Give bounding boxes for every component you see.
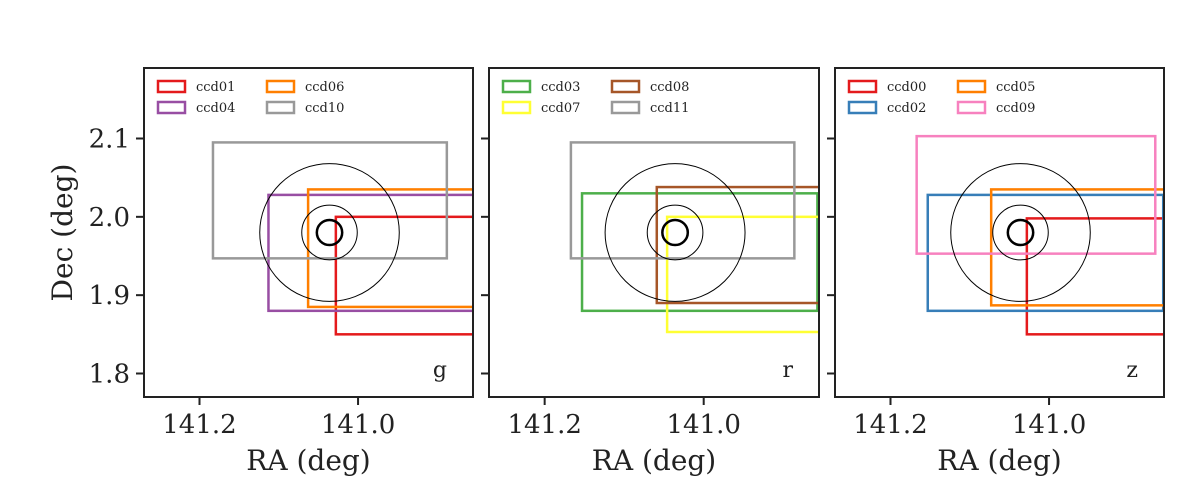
legend-swatch-ccd00 xyxy=(847,79,878,94)
x-tick-label: 141.0 xyxy=(321,410,395,440)
x-tick-label: 141.2 xyxy=(507,410,581,440)
ccd-footprint-ccd06 xyxy=(306,188,473,309)
legend-label-ccd10: ccd10 xyxy=(305,101,344,116)
legend-label-ccd09: ccd09 xyxy=(996,101,1035,116)
aperture-circle-1 xyxy=(315,218,344,247)
legend-swatch-ccd07 xyxy=(501,100,532,115)
x-axis-label: RA (deg) xyxy=(246,444,370,477)
legend-swatch-ccd08 xyxy=(610,79,641,94)
aperture-circle-2 xyxy=(301,204,358,261)
panel-g: 141.2 141.0 1.8 1.9 2.0 2.1 RA (deg) Dec (deg) g… xyxy=(46,67,474,477)
band-label: z xyxy=(1126,358,1138,383)
legend-swatch-ccd04 xyxy=(156,100,187,115)
aperture-circle-2 xyxy=(646,204,704,261)
ccd-footprint-ccd03 xyxy=(580,192,819,313)
ccd-footprint-ccd01 xyxy=(334,215,473,336)
legend-label-ccd03: ccd03 xyxy=(541,80,580,95)
legend-label-ccd00: ccd00 xyxy=(887,80,926,95)
panel-r: 141.2 141.0 RA (deg) r ccd03 ccd07 ccd08 ccd11 xyxy=(481,67,820,477)
axes-frame xyxy=(834,67,1165,398)
aperture-circle-3 xyxy=(259,163,400,302)
legend-swatch-ccd01 xyxy=(156,79,187,94)
band-label: r xyxy=(782,358,793,383)
x-tick-label: 141.2 xyxy=(162,410,236,440)
aperture-circle-3 xyxy=(604,163,746,302)
legend-label-ccd07: ccd07 xyxy=(541,101,580,116)
legend: ccd03 ccd07 ccd08 ccd11 xyxy=(501,79,689,116)
aperture-circle-3 xyxy=(950,163,1091,302)
legend-label-ccd11: ccd11 xyxy=(650,101,689,116)
ccd-footprint-ccd10 xyxy=(211,141,449,260)
x-tick-label: 141.0 xyxy=(666,410,740,440)
panel-z: 141.2 141.0 RA (deg) z ccd00 ccd02 ccd05 ccd09 xyxy=(827,67,1165,477)
x-axis-label: RA (deg) xyxy=(592,444,716,477)
legend: ccd01 ccd04 ccd06 ccd10 xyxy=(156,79,344,116)
axes-frame xyxy=(143,67,474,398)
axes-frame xyxy=(488,67,820,398)
aperture-circle-1 xyxy=(661,218,690,247)
ccd-footprint-ccd07 xyxy=(665,215,819,334)
legend-label-ccd05: ccd05 xyxy=(996,80,1035,95)
legend-swatch-ccd11 xyxy=(610,100,641,115)
legend: ccd00 ccd02 ccd05 ccd09 xyxy=(847,79,1035,116)
ccd-footprint-ccd05 xyxy=(989,188,1164,307)
y-tick-label: 2.1 xyxy=(89,125,130,155)
x-tick-label: 141.0 xyxy=(1012,410,1086,440)
plot-area xyxy=(915,134,1164,336)
band-label: g xyxy=(433,358,447,383)
ccd-footprint-ccd08 xyxy=(655,185,819,305)
plot-area xyxy=(211,141,473,336)
legend-swatch-ccd05 xyxy=(956,79,987,94)
legend-swatch-ccd10 xyxy=(265,100,296,115)
aperture-circle-2 xyxy=(992,204,1049,261)
legend-swatch-ccd09 xyxy=(956,100,987,115)
legend-label-ccd08: ccd08 xyxy=(650,80,689,95)
ccd-footprint-ccd00 xyxy=(1025,217,1164,336)
y-tick-label: 2.0 xyxy=(89,203,130,233)
y-tick-label: 1.9 xyxy=(89,281,130,311)
legend-label-ccd02: ccd02 xyxy=(887,101,926,116)
y-tick-label: 1.8 xyxy=(89,360,130,390)
legend-swatch-ccd03 xyxy=(501,79,532,94)
x-tick-label: 141.2 xyxy=(853,410,927,440)
ccd-footprint-ccd09 xyxy=(915,134,1157,255)
ccd-footprint-ccd11 xyxy=(569,141,796,260)
legend-label-ccd04: ccd04 xyxy=(196,101,235,116)
legend-swatch-ccd02 xyxy=(847,100,878,115)
aperture-circle-1 xyxy=(1006,218,1035,247)
legend-label-ccd06: ccd06 xyxy=(305,80,344,95)
ccd-footprint-ccd04 xyxy=(267,193,473,313)
plot-area xyxy=(569,141,819,334)
x-axis-label: RA (deg) xyxy=(937,444,1061,477)
legend-swatch-ccd06 xyxy=(265,79,296,94)
legend-label-ccd01: ccd01 xyxy=(196,80,235,95)
y-axis-label: Dec (deg) xyxy=(46,164,79,302)
